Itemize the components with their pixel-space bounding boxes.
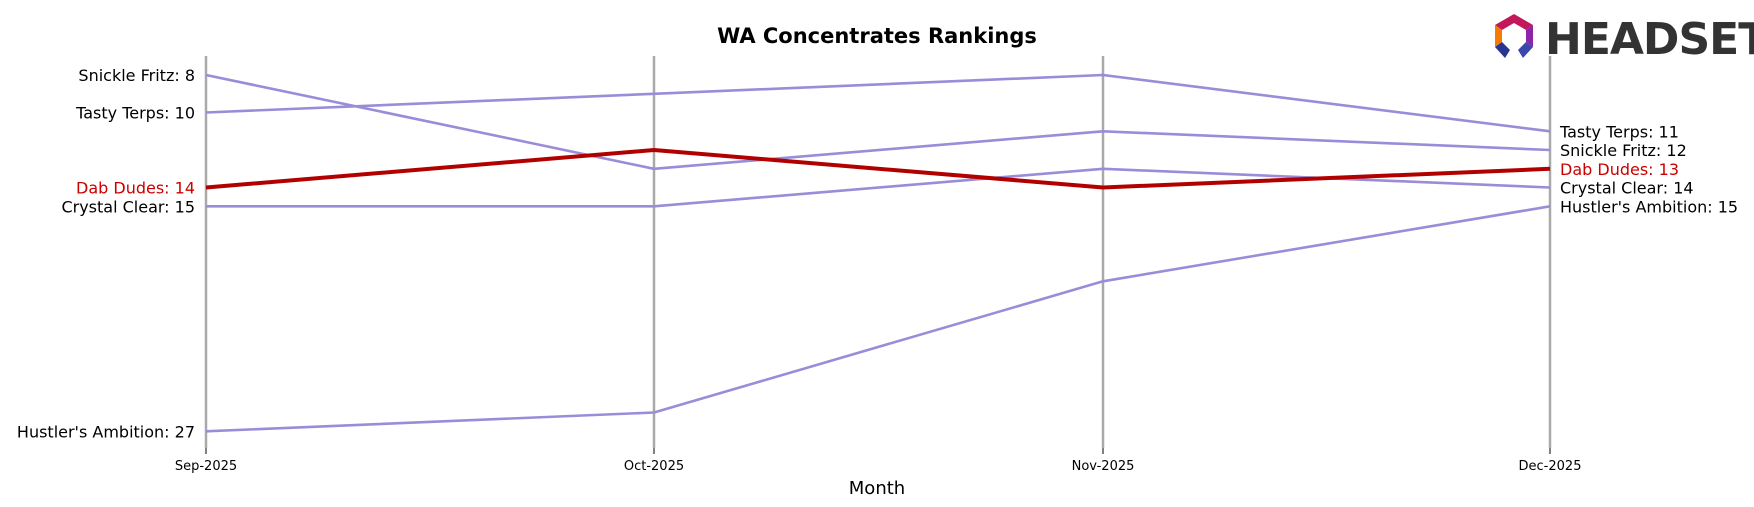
end-label: Crystal Clear: 14 <box>1560 179 1694 198</box>
end-label: Hustler's Ambition: 15 <box>1560 197 1738 216</box>
start-label: Hustler's Ambition: 27 <box>17 422 195 441</box>
series-line-dab-dudes <box>205 148 1551 190</box>
end-label: Snickle Fritz: 12 <box>1560 141 1687 160</box>
start-labels: Snickle Fritz: 8 Tasty Terps: 10 Dab Dudes… <box>17 66 195 441</box>
start-label: Snickle Fritz: 8 <box>78 66 195 85</box>
gridlines <box>204 56 1552 454</box>
series-line-hustler-s-ambition <box>205 205 1551 433</box>
x-tick-label: Oct-2025 <box>624 459 684 474</box>
x-tick-label: Dec-2025 <box>1519 459 1582 474</box>
series-lines <box>205 73 1551 433</box>
x-tick-label: Nov-2025 <box>1072 459 1135 474</box>
chart-title: WA Concentrates Rankings <box>717 24 1037 48</box>
series-line-tasty-terps <box>205 73 1551 133</box>
end-label: Dab Dudes: 13 <box>1560 160 1679 179</box>
series-line-crystal-clear <box>206 167 1551 208</box>
x-tick-label: Sep-2025 <box>175 459 237 474</box>
end-label: Tasty Terps: 11 <box>1559 122 1679 141</box>
start-label: Crystal Clear: 15 <box>61 197 195 216</box>
series-line-snickle-fritz <box>205 73 1551 171</box>
logo-text: HEADSET <box>1545 14 1754 65</box>
x-tick-labels: Sep-2025 Oct-2025 Nov-2025 Dec-2025 <box>175 459 1582 474</box>
start-label: Tasty Terps: 10 <box>75 104 195 123</box>
headset-hexagon-logo-icon <box>1495 14 1533 58</box>
headset-logo: HEADSET <box>1495 14 1754 65</box>
start-label: Dab Dudes: 14 <box>76 179 195 198</box>
x-axis-label: Month <box>849 478 905 499</box>
